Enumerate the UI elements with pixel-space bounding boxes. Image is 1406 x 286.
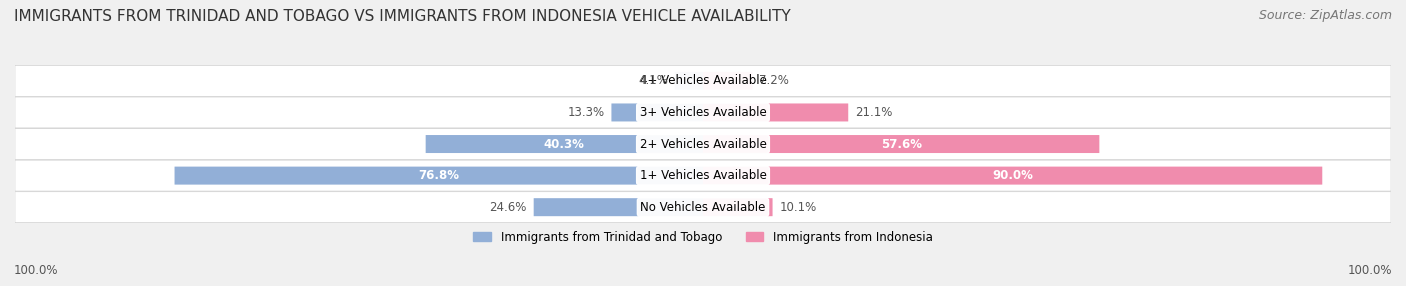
FancyBboxPatch shape — [15, 129, 1391, 160]
Text: 4.1%: 4.1% — [638, 74, 668, 88]
Text: 76.8%: 76.8% — [419, 169, 460, 182]
Text: 2+ Vehicles Available: 2+ Vehicles Available — [640, 138, 766, 150]
FancyBboxPatch shape — [675, 72, 703, 90]
FancyBboxPatch shape — [612, 104, 703, 122]
FancyBboxPatch shape — [15, 192, 1391, 223]
FancyBboxPatch shape — [15, 97, 1391, 128]
Text: 10.1%: 10.1% — [779, 201, 817, 214]
Text: 24.6%: 24.6% — [489, 201, 527, 214]
Text: 40.3%: 40.3% — [544, 138, 585, 150]
Text: 1+ Vehicles Available: 1+ Vehicles Available — [640, 169, 766, 182]
FancyBboxPatch shape — [703, 198, 772, 216]
FancyBboxPatch shape — [15, 160, 1391, 191]
FancyBboxPatch shape — [15, 65, 1391, 96]
Text: 13.3%: 13.3% — [568, 106, 605, 119]
Text: 100.0%: 100.0% — [14, 265, 59, 277]
Text: Source: ZipAtlas.com: Source: ZipAtlas.com — [1258, 9, 1392, 21]
FancyBboxPatch shape — [534, 198, 703, 216]
Text: No Vehicles Available: No Vehicles Available — [640, 201, 766, 214]
Text: 3+ Vehicles Available: 3+ Vehicles Available — [640, 106, 766, 119]
FancyBboxPatch shape — [703, 167, 1322, 184]
Text: 100.0%: 100.0% — [1347, 265, 1392, 277]
Text: 90.0%: 90.0% — [993, 169, 1033, 182]
FancyBboxPatch shape — [703, 104, 848, 122]
Text: IMMIGRANTS FROM TRINIDAD AND TOBAGO VS IMMIGRANTS FROM INDONESIA VEHICLE AVAILAB: IMMIGRANTS FROM TRINIDAD AND TOBAGO VS I… — [14, 9, 790, 23]
Text: 21.1%: 21.1% — [855, 106, 893, 119]
Legend: Immigrants from Trinidad and Tobago, Immigrants from Indonesia: Immigrants from Trinidad and Tobago, Imm… — [468, 226, 938, 248]
FancyBboxPatch shape — [426, 135, 703, 153]
FancyBboxPatch shape — [703, 135, 1099, 153]
FancyBboxPatch shape — [703, 72, 752, 90]
Text: 7.2%: 7.2% — [759, 74, 789, 88]
Text: 57.6%: 57.6% — [880, 138, 922, 150]
FancyBboxPatch shape — [174, 167, 703, 184]
Text: 4+ Vehicles Available: 4+ Vehicles Available — [640, 74, 766, 88]
